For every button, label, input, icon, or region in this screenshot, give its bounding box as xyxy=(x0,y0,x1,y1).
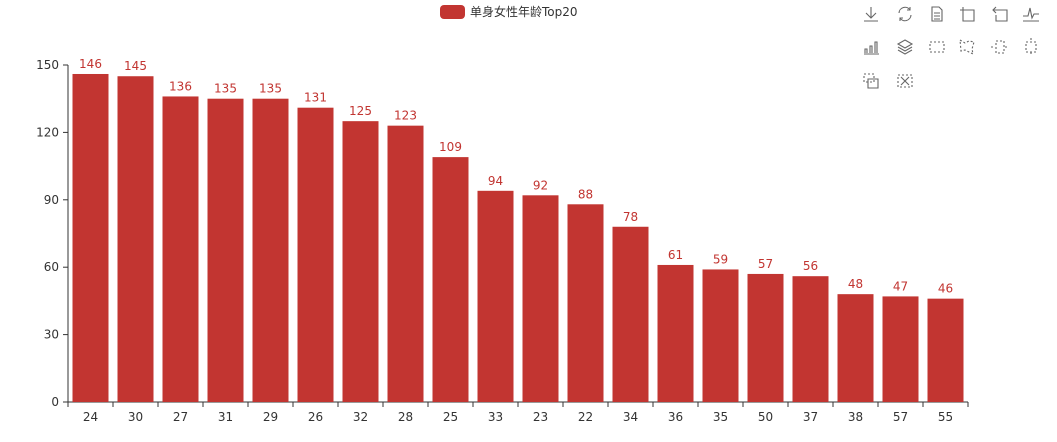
bar-value-label: 88 xyxy=(578,187,593,201)
bar xyxy=(612,226,649,402)
bar-value-label: 123 xyxy=(394,109,417,123)
bar-value-label: 57 xyxy=(758,257,773,271)
x-tick-label: 25 xyxy=(443,410,458,424)
bar-value-label: 145 xyxy=(124,59,147,73)
bar xyxy=(207,98,244,402)
x-tick-label: 27 xyxy=(173,410,188,424)
bar xyxy=(792,276,829,402)
refresh-icon[interactable] xyxy=(895,4,915,24)
bar-value-label: 135 xyxy=(214,82,237,96)
bar xyxy=(432,157,469,402)
download-icon[interactable] xyxy=(861,4,881,24)
bar xyxy=(927,298,964,402)
bar-value-label: 61 xyxy=(668,248,683,262)
bar xyxy=(747,273,784,402)
legend-swatch xyxy=(440,4,465,19)
line-x-select-icon[interactable] xyxy=(990,37,1010,57)
keep-select-icon[interactable] xyxy=(861,71,881,91)
bar xyxy=(522,195,559,402)
bar xyxy=(387,125,424,402)
bar-chart-icon[interactable] xyxy=(861,37,881,57)
bar-value-label: 135 xyxy=(259,82,282,96)
bar xyxy=(657,264,694,402)
line-y-select-icon[interactable] xyxy=(1021,37,1041,57)
x-tick-label: 26 xyxy=(308,410,323,424)
bar-value-label: 94 xyxy=(488,174,503,188)
data-view-icon[interactable] xyxy=(927,4,947,24)
bar xyxy=(477,190,514,402)
x-tick-label: 28 xyxy=(398,410,413,424)
bar xyxy=(297,107,334,402)
x-tick-label: 32 xyxy=(353,410,368,424)
x-tick-label: 29 xyxy=(263,410,278,424)
x-tick-label: 33 xyxy=(488,410,503,424)
bar xyxy=(882,296,919,402)
bar-value-label: 46 xyxy=(938,282,953,296)
x-tick-label: 55 xyxy=(938,410,953,424)
legend-item[interactable]: 单身女性年龄Top20 xyxy=(440,3,578,20)
bar xyxy=(837,294,874,402)
x-tick-label: 50 xyxy=(758,410,773,424)
zoom-back-icon[interactable] xyxy=(990,4,1010,24)
bar xyxy=(252,98,289,402)
x-tick-label: 38 xyxy=(848,410,863,424)
bar-value-label: 125 xyxy=(349,104,372,118)
y-tick-label: 60 xyxy=(44,260,59,274)
bar-value-label: 131 xyxy=(304,91,327,105)
y-tick-label: 90 xyxy=(44,193,59,207)
y-tick-label: 0 xyxy=(51,395,59,409)
bar xyxy=(702,269,739,402)
x-tick-label: 37 xyxy=(803,410,818,424)
x-tick-label: 30 xyxy=(128,410,143,424)
line-chart-icon[interactable] xyxy=(1021,4,1041,24)
bar xyxy=(342,121,379,403)
y-tick-label: 150 xyxy=(36,58,59,72)
bar xyxy=(72,73,109,402)
bar xyxy=(567,204,604,402)
clear-select-icon[interactable] xyxy=(895,71,915,91)
y-tick-label: 120 xyxy=(36,125,59,139)
bar-value-label: 92 xyxy=(533,178,548,192)
x-tick-label: 23 xyxy=(533,410,548,424)
x-tick-label: 36 xyxy=(668,410,683,424)
bar-value-label: 48 xyxy=(848,277,863,291)
bar-value-label: 146 xyxy=(79,57,102,71)
x-tick-label: 57 xyxy=(893,410,908,424)
bar-value-label: 47 xyxy=(893,279,908,293)
legend-label: 单身女性年龄Top20 xyxy=(470,5,578,19)
bar xyxy=(162,96,199,402)
bar-value-label: 109 xyxy=(439,140,462,154)
bar-value-label: 56 xyxy=(803,259,818,273)
x-tick-label: 31 xyxy=(218,410,233,424)
bar-value-label: 136 xyxy=(169,79,192,93)
y-tick-label: 30 xyxy=(44,328,59,342)
rect-select-icon[interactable] xyxy=(927,37,947,57)
stack-icon[interactable] xyxy=(895,37,915,57)
zoom-icon[interactable] xyxy=(957,4,977,24)
x-tick-label: 35 xyxy=(713,410,728,424)
bar-value-label: 78 xyxy=(623,210,638,224)
bar-value-label: 59 xyxy=(713,252,728,266)
x-tick-label: 22 xyxy=(578,410,593,424)
bar xyxy=(117,76,154,402)
x-tick-label: 24 xyxy=(83,410,98,424)
x-tick-label: 34 xyxy=(623,410,638,424)
